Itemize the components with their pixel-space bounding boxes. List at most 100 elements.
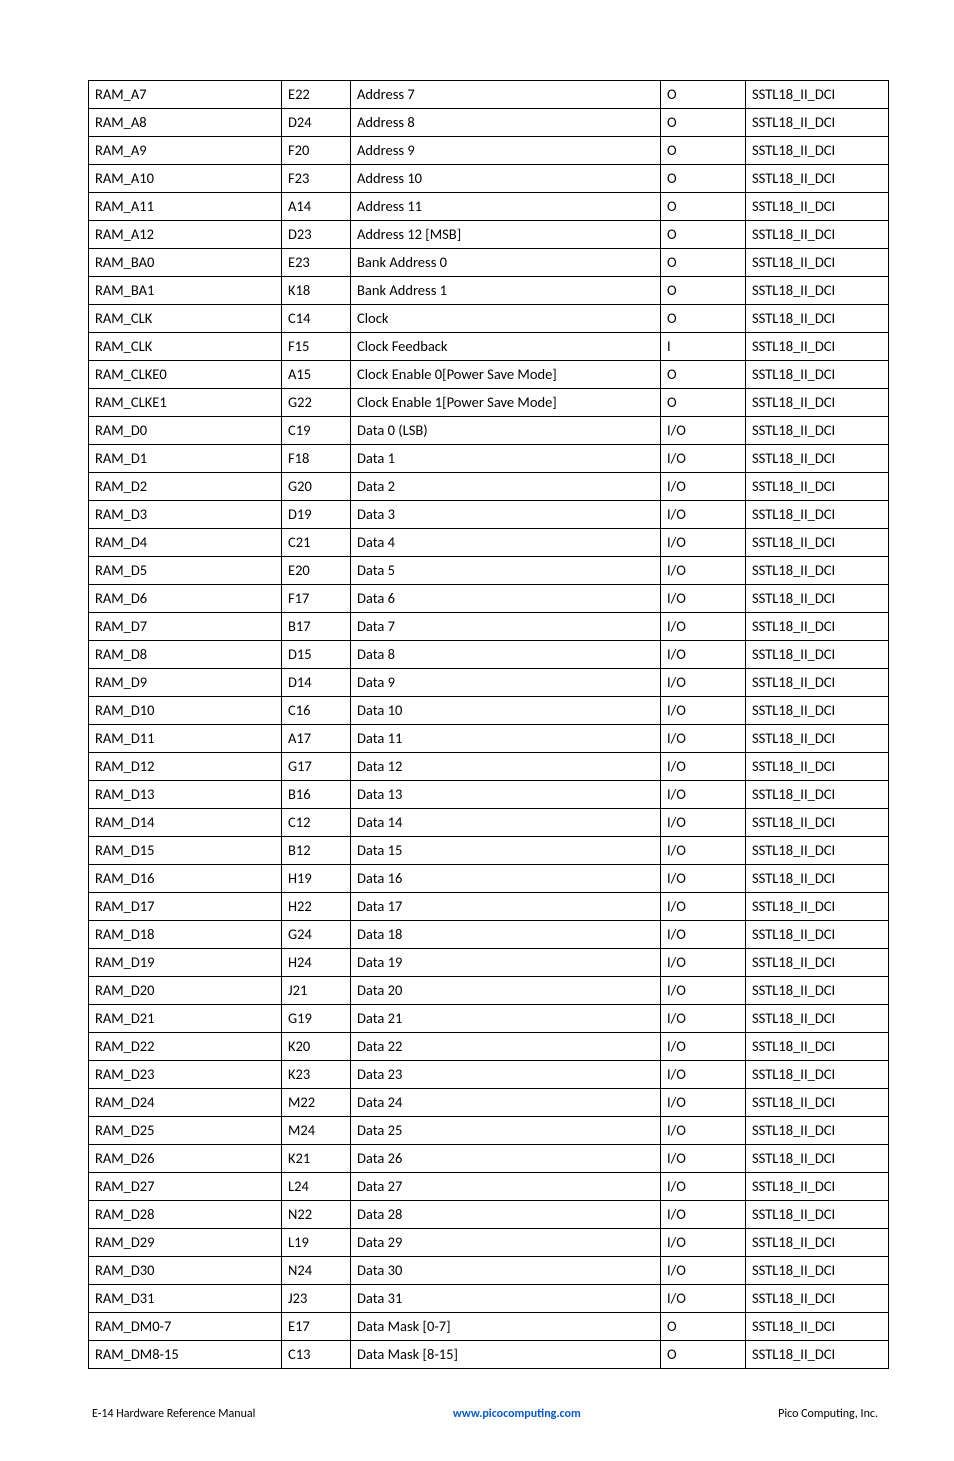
cell-pin: M22 (282, 1089, 351, 1117)
cell-std: SSTL18_II_DCI (746, 585, 889, 613)
cell-pin: B12 (282, 837, 351, 865)
cell-pin: A14 (282, 193, 351, 221)
cell-desc: Data 6 (351, 585, 661, 613)
cell-desc: Data 8 (351, 641, 661, 669)
cell-dir: I/O (661, 949, 746, 977)
cell-std: SSTL18_II_DCI (746, 641, 889, 669)
cell-std: SSTL18_II_DCI (746, 361, 889, 389)
cell-pin: D14 (282, 669, 351, 697)
cell-pin: N22 (282, 1201, 351, 1229)
cell-pin: D24 (282, 109, 351, 137)
table-row: RAM_D1F18Data 1I/OSSTL18_II_DCI (89, 445, 889, 473)
cell-dir: I/O (661, 865, 746, 893)
table-row: RAM_D15B12Data 15I/OSSTL18_II_DCI (89, 837, 889, 865)
cell-std: SSTL18_II_DCI (746, 137, 889, 165)
cell-pin: E22 (282, 81, 351, 109)
cell-std: SSTL18_II_DCI (746, 1257, 889, 1285)
table-row: RAM_D4C21Data 4I/OSSTL18_II_DCI (89, 529, 889, 557)
table-row: RAM_D28N22Data 28I/OSSTL18_II_DCI (89, 1201, 889, 1229)
cell-name: RAM_D28 (89, 1201, 282, 1229)
cell-pin: C16 (282, 697, 351, 725)
cell-std: SSTL18_II_DCI (746, 473, 889, 501)
cell-desc: Data 15 (351, 837, 661, 865)
cell-std: SSTL18_II_DCI (746, 221, 889, 249)
cell-name: RAM_D16 (89, 865, 282, 893)
cell-dir: I/O (661, 1005, 746, 1033)
cell-name: RAM_A10 (89, 165, 282, 193)
cell-dir: O (661, 305, 746, 333)
cell-dir: I/O (661, 725, 746, 753)
cell-dir: I/O (661, 753, 746, 781)
cell-desc: Data 0 (LSB) (351, 417, 661, 445)
cell-std: SSTL18_II_DCI (746, 109, 889, 137)
cell-name: RAM_DM0-7 (89, 1313, 282, 1341)
cell-name: RAM_D13 (89, 781, 282, 809)
cell-name: RAM_D1 (89, 445, 282, 473)
cell-name: RAM_BA0 (89, 249, 282, 277)
cell-dir: O (661, 221, 746, 249)
table-row: RAM_D3D19Data 3I/OSSTL18_II_DCI (89, 501, 889, 529)
cell-pin: H24 (282, 949, 351, 977)
cell-desc: Clock Enable 1[Power Save Mode] (351, 389, 661, 417)
table-row: RAM_D5E20Data 5I/OSSTL18_II_DCI (89, 557, 889, 585)
pin-table-body: RAM_A7E22Address 7OSSTL18_II_DCIRAM_A8D2… (89, 81, 889, 1369)
cell-std: SSTL18_II_DCI (746, 809, 889, 837)
table-row: RAM_D17H22Data 17I/OSSTL18_II_DCI (89, 893, 889, 921)
cell-desc: Data 5 (351, 557, 661, 585)
cell-dir: O (661, 361, 746, 389)
cell-std: SSTL18_II_DCI (746, 277, 889, 305)
table-row: RAM_D23K23Data 23I/OSSTL18_II_DCI (89, 1061, 889, 1089)
cell-pin: G24 (282, 921, 351, 949)
cell-dir: O (661, 137, 746, 165)
table-row: RAM_D27L24Data 27I/OSSTL18_II_DCI (89, 1173, 889, 1201)
cell-std: SSTL18_II_DCI (746, 921, 889, 949)
cell-dir: I/O (661, 1173, 746, 1201)
cell-desc: Address 8 (351, 109, 661, 137)
cell-pin: E23 (282, 249, 351, 277)
cell-dir: O (661, 81, 746, 109)
cell-name: RAM_CLK (89, 305, 282, 333)
table-row: RAM_D12G17Data 12I/OSSTL18_II_DCI (89, 753, 889, 781)
cell-name: RAM_D6 (89, 585, 282, 613)
cell-name: RAM_D15 (89, 837, 282, 865)
table-row: RAM_D14C12Data 14I/OSSTL18_II_DCI (89, 809, 889, 837)
cell-dir: I/O (661, 1117, 746, 1145)
cell-desc: Data 16 (351, 865, 661, 893)
cell-dir: O (661, 1313, 746, 1341)
cell-pin: B17 (282, 613, 351, 641)
cell-desc: Clock Enable 0[Power Save Mode] (351, 361, 661, 389)
cell-desc: Data 13 (351, 781, 661, 809)
cell-pin: C19 (282, 417, 351, 445)
cell-name: RAM_D18 (89, 921, 282, 949)
cell-dir: O (661, 193, 746, 221)
cell-dir: I/O (661, 417, 746, 445)
cell-name: RAM_D7 (89, 613, 282, 641)
cell-desc: Data 18 (351, 921, 661, 949)
table-row: RAM_CLKF15Clock FeedbackISSTL18_II_DCI (89, 333, 889, 361)
table-row: RAM_D9D14Data 9I/OSSTL18_II_DCI (89, 669, 889, 697)
table-row: RAM_D7B17Data 7I/OSSTL18_II_DCI (89, 613, 889, 641)
cell-dir: I/O (661, 1201, 746, 1229)
cell-desc: Data 20 (351, 977, 661, 1005)
cell-pin: G20 (282, 473, 351, 501)
cell-pin: G19 (282, 1005, 351, 1033)
cell-name: RAM_D2 (89, 473, 282, 501)
cell-std: SSTL18_II_DCI (746, 417, 889, 445)
cell-name: RAM_D27 (89, 1173, 282, 1201)
cell-dir: I/O (661, 1145, 746, 1173)
cell-name: RAM_D10 (89, 697, 282, 725)
cell-pin: K23 (282, 1061, 351, 1089)
cell-desc: Data 19 (351, 949, 661, 977)
table-row: RAM_A12D23Address 12 [MSB]OSSTL18_II_DCI (89, 221, 889, 249)
cell-desc: Data 3 (351, 501, 661, 529)
cell-std: SSTL18_II_DCI (746, 1229, 889, 1257)
cell-std: SSTL18_II_DCI (746, 529, 889, 557)
cell-pin: M24 (282, 1117, 351, 1145)
cell-pin: C21 (282, 529, 351, 557)
table-row: RAM_BA0E23Bank Address 0OSSTL18_II_DCI (89, 249, 889, 277)
cell-name: RAM_D9 (89, 669, 282, 697)
footer-center-link[interactable]: www.picocomputing.com (453, 1407, 581, 1421)
cell-name: RAM_D20 (89, 977, 282, 1005)
cell-pin: E17 (282, 1313, 351, 1341)
cell-desc: Data 17 (351, 893, 661, 921)
